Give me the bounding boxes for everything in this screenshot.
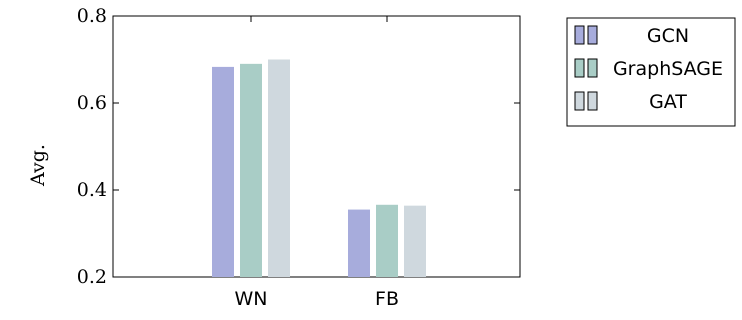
- x-tick-label: FB: [375, 288, 399, 310]
- legend-swatch: [587, 91, 598, 111]
- axis-ticks: 0.2 0.4 0.6 0.8 WN FB: [77, 5, 520, 310]
- legend-label: GraphSAGE: [613, 58, 723, 80]
- bar-gcn-fb: [348, 209, 370, 277]
- bar-gat-fb: [404, 205, 426, 277]
- bars: [212, 59, 426, 278]
- legend-label: GAT: [649, 91, 687, 113]
- legend: GCN GraphSAGE GAT: [566, 17, 736, 127]
- legend-entry-gat: GAT: [574, 91, 687, 113]
- y-tick-label: 0.2: [77, 266, 107, 288]
- plot-area: [112, 15, 521, 278]
- legend-label: GCN: [647, 25, 689, 47]
- bar-gat-wn: [268, 59, 290, 277]
- legend-swatch: [587, 58, 598, 78]
- x-tick-label: WN: [235, 288, 268, 310]
- legend-swatch: [574, 58, 585, 78]
- legend-swatch: [574, 91, 585, 111]
- bar-graphsage-fb: [376, 204, 398, 277]
- bar-graphsage-wn: [240, 63, 262, 277]
- legend-swatch: [587, 25, 598, 45]
- y-tick-label: 0.4: [77, 179, 107, 201]
- legend-entry-gcn: GCN: [574, 25, 689, 47]
- legend-swatch: [574, 25, 585, 45]
- legend-entry-graphsage: GraphSAGE: [574, 58, 723, 80]
- bar-gcn-wn: [212, 66, 234, 278]
- y-tick-label: 0.8: [77, 5, 107, 27]
- plot-frame: [112, 15, 521, 278]
- y-tick-label: 0.6: [77, 92, 107, 114]
- y-axis-label: Avg.: [27, 144, 49, 187]
